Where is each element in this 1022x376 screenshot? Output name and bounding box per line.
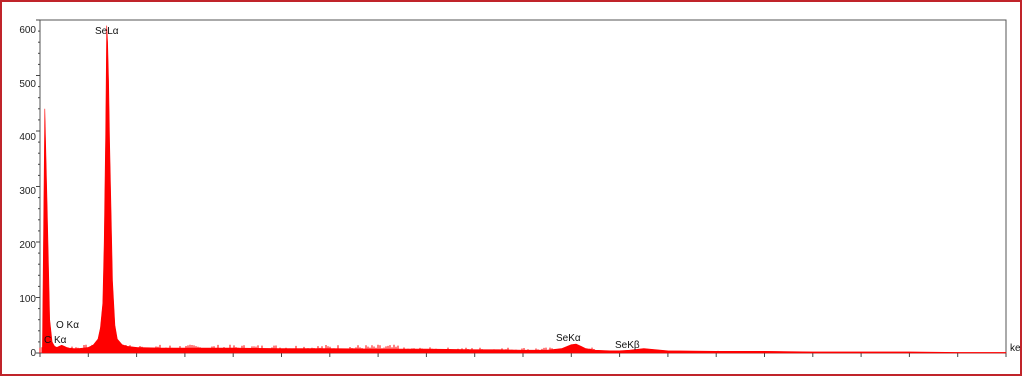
spectrum-series-area xyxy=(42,25,1007,354)
peak-label-se-k-beta: SeKβ xyxy=(615,340,640,351)
y-tick-label-0: 0 xyxy=(30,348,36,359)
peak-label-c-k-alpha: C Kα xyxy=(44,335,67,346)
plot-area-border xyxy=(39,19,1007,354)
y-tick-label-400: 400 xyxy=(19,132,36,143)
y-tick-label-100: 100 xyxy=(19,294,36,305)
peak-label-se-l-alpha: SeLα xyxy=(95,26,119,37)
x-axis-unit-label: ke xyxy=(1010,343,1021,354)
axis-ticks xyxy=(36,19,1007,357)
y-tick-label-600: 600 xyxy=(19,25,36,36)
y-tick-label-200: 200 xyxy=(19,240,36,251)
peak-label-o-k-alpha: O Kα xyxy=(56,320,79,331)
peak-label-se-k-alpha: SeKα xyxy=(556,333,581,344)
y-tick-label-500: 500 xyxy=(19,79,36,90)
spectrum-noise xyxy=(39,344,759,353)
y-tick-label-300: 300 xyxy=(19,186,36,197)
